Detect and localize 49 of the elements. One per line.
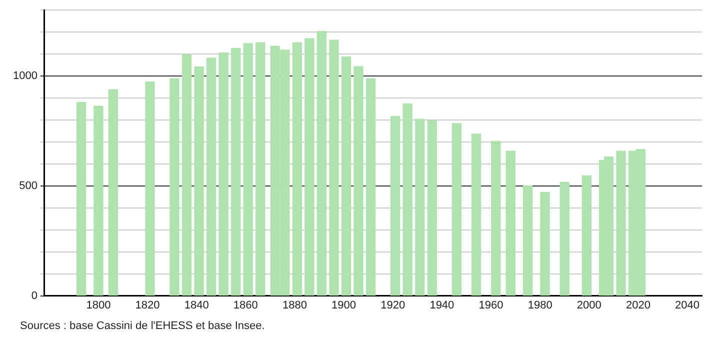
x-tick-label: 1960 (478, 299, 504, 312)
y-tick-label: 1000 (12, 70, 38, 82)
x-tick-label: 2020 (626, 299, 650, 312)
x-tick-label: 1800 (86, 299, 111, 312)
bar (402, 103, 412, 296)
x-tick-label: 1940 (430, 299, 454, 312)
bar (206, 58, 216, 296)
bar (540, 192, 550, 296)
bar (218, 52, 228, 296)
bar (341, 56, 352, 296)
x-tick-label: 1900 (332, 299, 356, 312)
bar (231, 48, 241, 296)
x-tick-label: 1840 (184, 299, 209, 312)
bar (292, 42, 302, 296)
x-tick-label: 2040 (675, 299, 700, 312)
x-tick-label: 1860 (233, 299, 258, 312)
bar (506, 150, 516, 296)
bar (94, 106, 104, 296)
bar (415, 118, 425, 296)
bar (329, 40, 339, 296)
bar (427, 120, 437, 296)
bar (582, 175, 592, 296)
bar (182, 54, 192, 296)
bar (170, 78, 180, 296)
bar (76, 102, 86, 296)
y-tick-label: 0 (31, 290, 38, 302)
bar (366, 78, 376, 296)
bar (522, 185, 533, 296)
x-tick-label: 1980 (528, 299, 552, 312)
bar (452, 123, 462, 296)
bar (616, 150, 626, 296)
bar (145, 82, 155, 296)
x-tick-label: 2000 (576, 299, 602, 312)
bar (194, 66, 204, 296)
bar (354, 66, 364, 296)
bar (304, 38, 314, 296)
source-note: Sources : base Cassini de l'EHESS et base Insee. (20, 320, 265, 332)
x-tick-label: 1820 (135, 299, 160, 312)
bar (256, 42, 266, 296)
bar (560, 182, 570, 296)
bar (108, 89, 118, 296)
x-tick-label: 1920 (380, 299, 406, 312)
x-tick-label: 1880 (282, 299, 307, 312)
bar (243, 43, 253, 296)
y-tick-label: 500 (19, 180, 38, 192)
bar (316, 30, 327, 296)
bar (390, 116, 400, 296)
bar (471, 134, 482, 296)
bar (491, 140, 501, 296)
